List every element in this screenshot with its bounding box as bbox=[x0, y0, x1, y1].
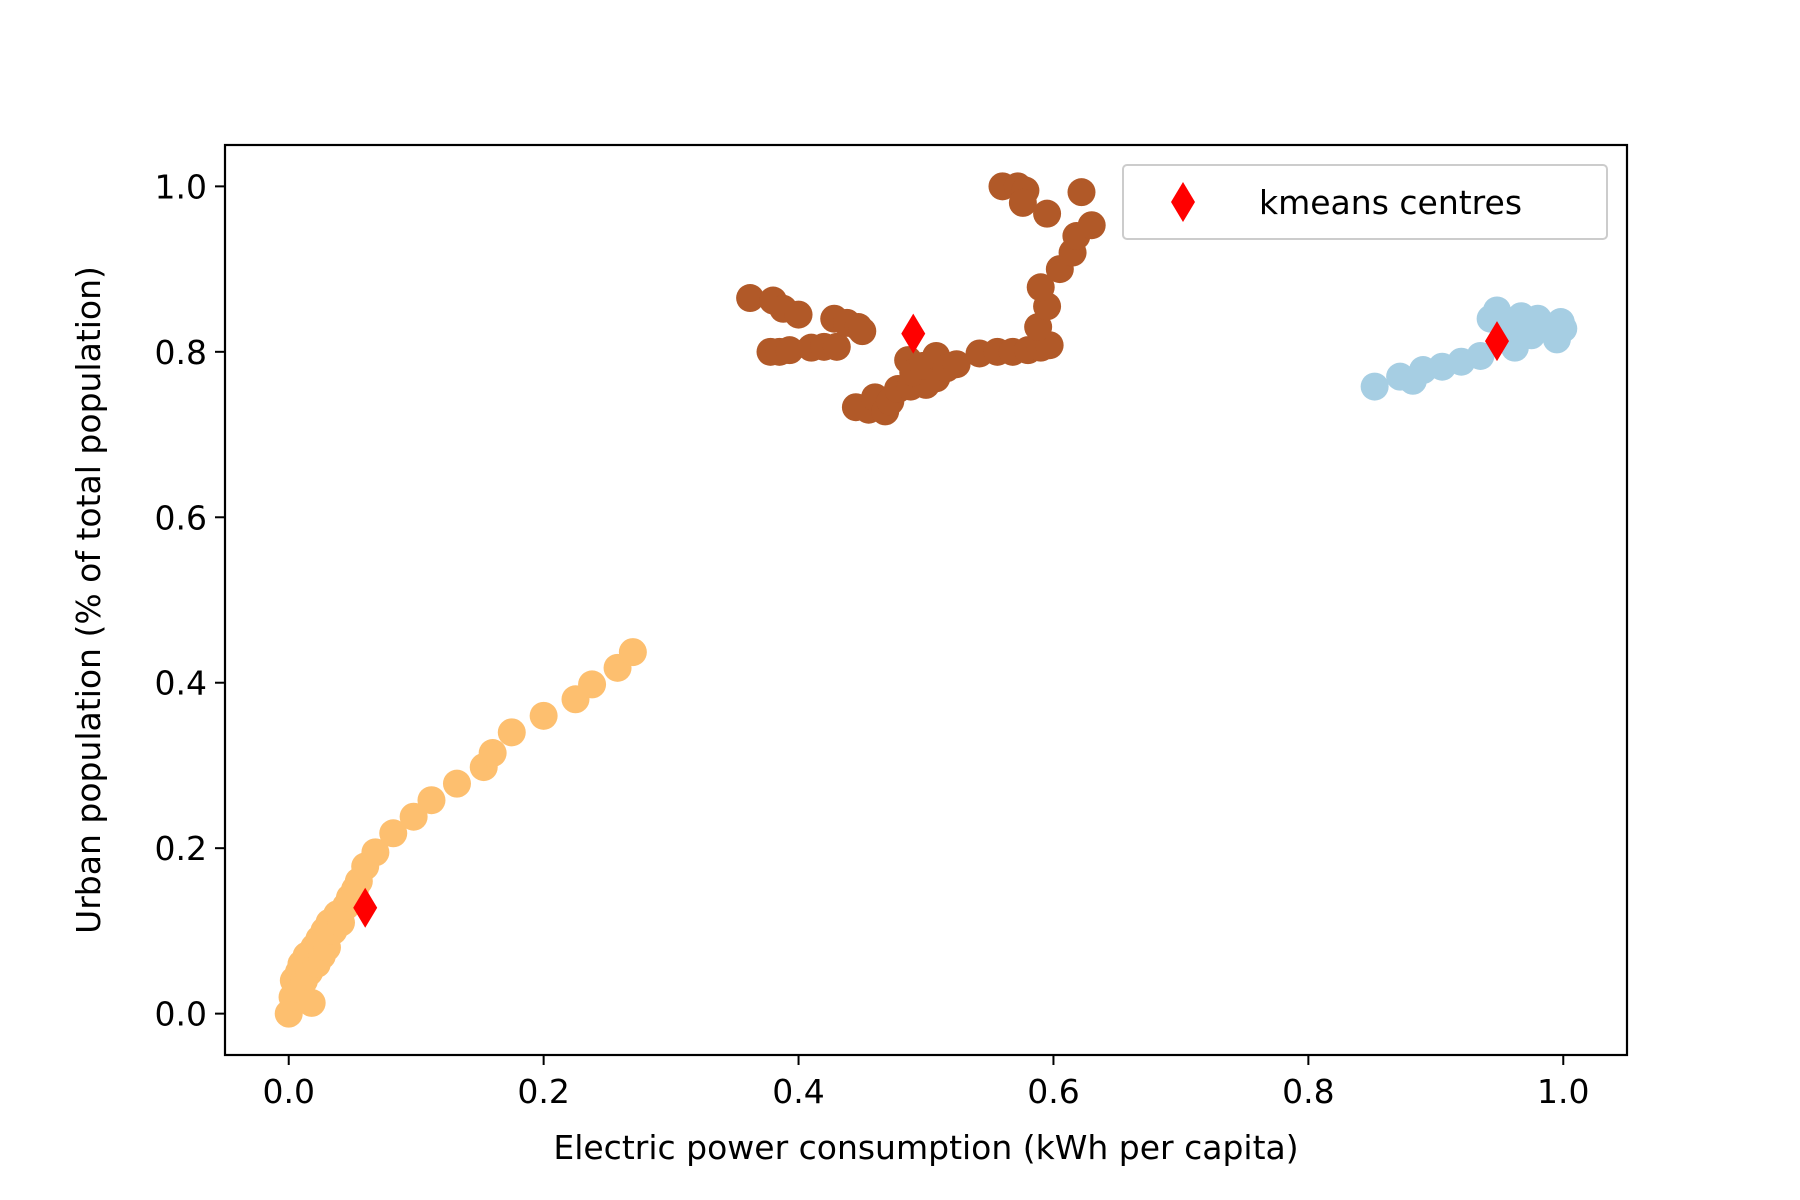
y-tick-label: 0.6 bbox=[155, 498, 207, 537]
x-tick-label: 0.4 bbox=[772, 1072, 824, 1111]
y-tick-label: 0.8 bbox=[155, 333, 207, 372]
cluster-2-point bbox=[1033, 199, 1062, 228]
y-axis: 0.0 0.2 0.4 0.6 0.8 1.0 bbox=[155, 167, 225, 1034]
cluster-2-point bbox=[1008, 188, 1037, 217]
kmeans-centre-point bbox=[1484, 321, 1509, 362]
y-tick-label: 0.2 bbox=[155, 829, 207, 868]
cluster-2-point bbox=[1067, 178, 1096, 207]
x-tick-label: 1.0 bbox=[1537, 1072, 1589, 1111]
cluster-1-point bbox=[578, 670, 607, 699]
y-tick-label: 0.4 bbox=[155, 664, 207, 703]
y-tick-label: 0.0 bbox=[155, 995, 207, 1034]
cluster-1-point bbox=[529, 701, 558, 730]
cluster-1-point bbox=[497, 718, 526, 747]
cluster-3-point bbox=[1360, 372, 1389, 401]
cluster-1-point bbox=[442, 769, 471, 798]
cluster-1-point bbox=[417, 786, 446, 815]
x-axis-label: Electric power consumption (kWh per capi… bbox=[553, 1128, 1298, 1167]
x-axis: 0.0 0.2 0.4 0.6 0.8 1.0 bbox=[262, 1055, 1590, 1111]
x-tick-label: 0.8 bbox=[1282, 1072, 1334, 1111]
cluster-1-point bbox=[399, 802, 428, 831]
cluster-1-point bbox=[297, 988, 326, 1017]
cluster-2-point bbox=[784, 300, 813, 329]
cluster-2-point bbox=[775, 336, 804, 365]
cluster-2-point bbox=[1077, 211, 1106, 240]
cluster-2-point bbox=[736, 284, 765, 313]
cluster-1-point bbox=[379, 819, 408, 848]
x-tick-label: 0.2 bbox=[517, 1072, 569, 1111]
kmeans-centre-point bbox=[901, 313, 926, 354]
plot-frame bbox=[223, 143, 1629, 1057]
x-tick-label: 0.0 bbox=[262, 1072, 314, 1111]
legend: kmeans centres bbox=[1122, 164, 1608, 240]
cluster-2-point bbox=[942, 350, 971, 379]
cluster-1-point bbox=[361, 838, 390, 867]
legend-marker-kmeans-centres bbox=[1171, 182, 1195, 222]
x-tick-label: 0.6 bbox=[1027, 1072, 1079, 1111]
cluster-1-point bbox=[478, 739, 507, 768]
legend-label-kmeans-centres: kmeans centres bbox=[1259, 183, 1522, 222]
cluster-2-point bbox=[1026, 273, 1055, 302]
y-axis-label: Urban population (% of total population) bbox=[69, 266, 108, 934]
kmeans-centre-point bbox=[353, 887, 378, 928]
cluster-3-point bbox=[1549, 314, 1578, 343]
cluster-2-point bbox=[848, 317, 877, 346]
cluster-3-point bbox=[1466, 341, 1495, 370]
cluster-1-point bbox=[618, 638, 647, 667]
legend-box bbox=[1122, 164, 1608, 240]
points-layer bbox=[274, 172, 1578, 1028]
cluster-2-point bbox=[822, 332, 851, 361]
y-tick-label: 1.0 bbox=[155, 167, 207, 206]
